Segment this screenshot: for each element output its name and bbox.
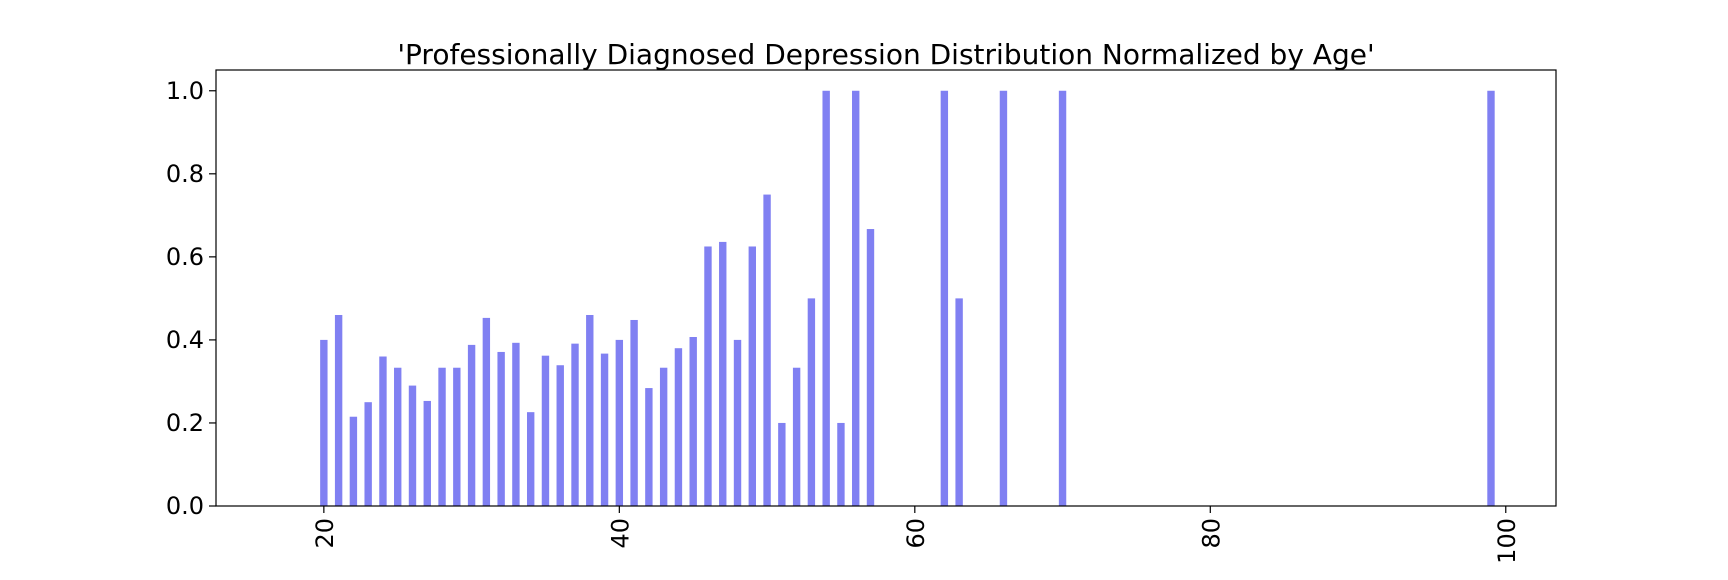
bar-age-34	[526, 412, 535, 506]
y-tick-label: 0.8	[166, 160, 204, 188]
bar-age-38	[586, 314, 594, 506]
x-tick-label: 80	[1197, 518, 1225, 549]
bar-age-62	[940, 90, 949, 506]
bar-age-50	[763, 194, 771, 506]
bar-age-56	[852, 90, 860, 506]
x-tick-label: 60	[902, 518, 930, 549]
bar-age-22	[349, 416, 358, 506]
bar-age-66	[999, 90, 1008, 506]
x-tick-label: 100	[1493, 518, 1521, 564]
bar-age-49	[748, 246, 756, 507]
bar-age-46	[704, 246, 712, 507]
chart-title: 'Professionally Diagnosed Depression Dis…	[397, 38, 1374, 71]
bar-age-52	[792, 367, 801, 506]
plot-frame	[215, 69, 1557, 507]
y-tick-label: 0.2	[166, 409, 204, 437]
bar-age-31	[482, 317, 491, 506]
bar-age-51	[778, 422, 786, 506]
bar-age-70	[1058, 90, 1067, 506]
y-tick-label: 1.0	[166, 77, 204, 105]
bar-age-39	[600, 353, 609, 506]
bar-age-44	[674, 348, 683, 506]
bar-age-47	[719, 241, 727, 506]
x-tick-label: 40	[606, 518, 634, 549]
bar-age-48	[733, 339, 742, 506]
bar-age-23	[364, 402, 372, 506]
bar-age-21	[334, 314, 343, 506]
bar-age-24	[379, 356, 387, 506]
y-tick-label: 0.4	[166, 326, 204, 354]
bar-age-53	[807, 298, 816, 506]
bar-age-29	[453, 367, 461, 506]
y-tick-label: 0.0	[166, 492, 204, 520]
bar-age-35	[541, 355, 550, 506]
bar-age-33	[512, 342, 520, 506]
y-axis: 0.0 0.2 0.4 0.6 0.8 1.0	[166, 77, 216, 520]
bar-age-57	[866, 229, 875, 507]
bar-age-63	[955, 298, 963, 506]
bar-age-27	[423, 400, 431, 506]
bar-age-41	[630, 319, 638, 506]
bar-age-30	[467, 344, 476, 506]
bar-age-20	[320, 339, 328, 506]
x-tick-label: 20	[311, 518, 339, 549]
bar-age-40	[615, 339, 624, 506]
bar-age-37	[571, 343, 579, 506]
x-axis: 20 40 60 80 100	[311, 506, 1521, 564]
bar-age-55	[837, 422, 845, 506]
y-tick-label: 0.6	[166, 243, 204, 271]
bar-age-36	[556, 365, 564, 506]
bars-layer	[320, 90, 1495, 507]
bar-age-32	[497, 351, 505, 506]
bar-age-28	[438, 367, 446, 506]
bar-age-25	[394, 367, 402, 506]
bar-age-42	[645, 388, 653, 506]
bar-age-99	[1487, 90, 1495, 506]
bar-age-26	[408, 385, 417, 506]
bar-age-54	[822, 90, 830, 506]
bar-age-45	[689, 337, 697, 506]
bar-age-43	[659, 367, 668, 506]
